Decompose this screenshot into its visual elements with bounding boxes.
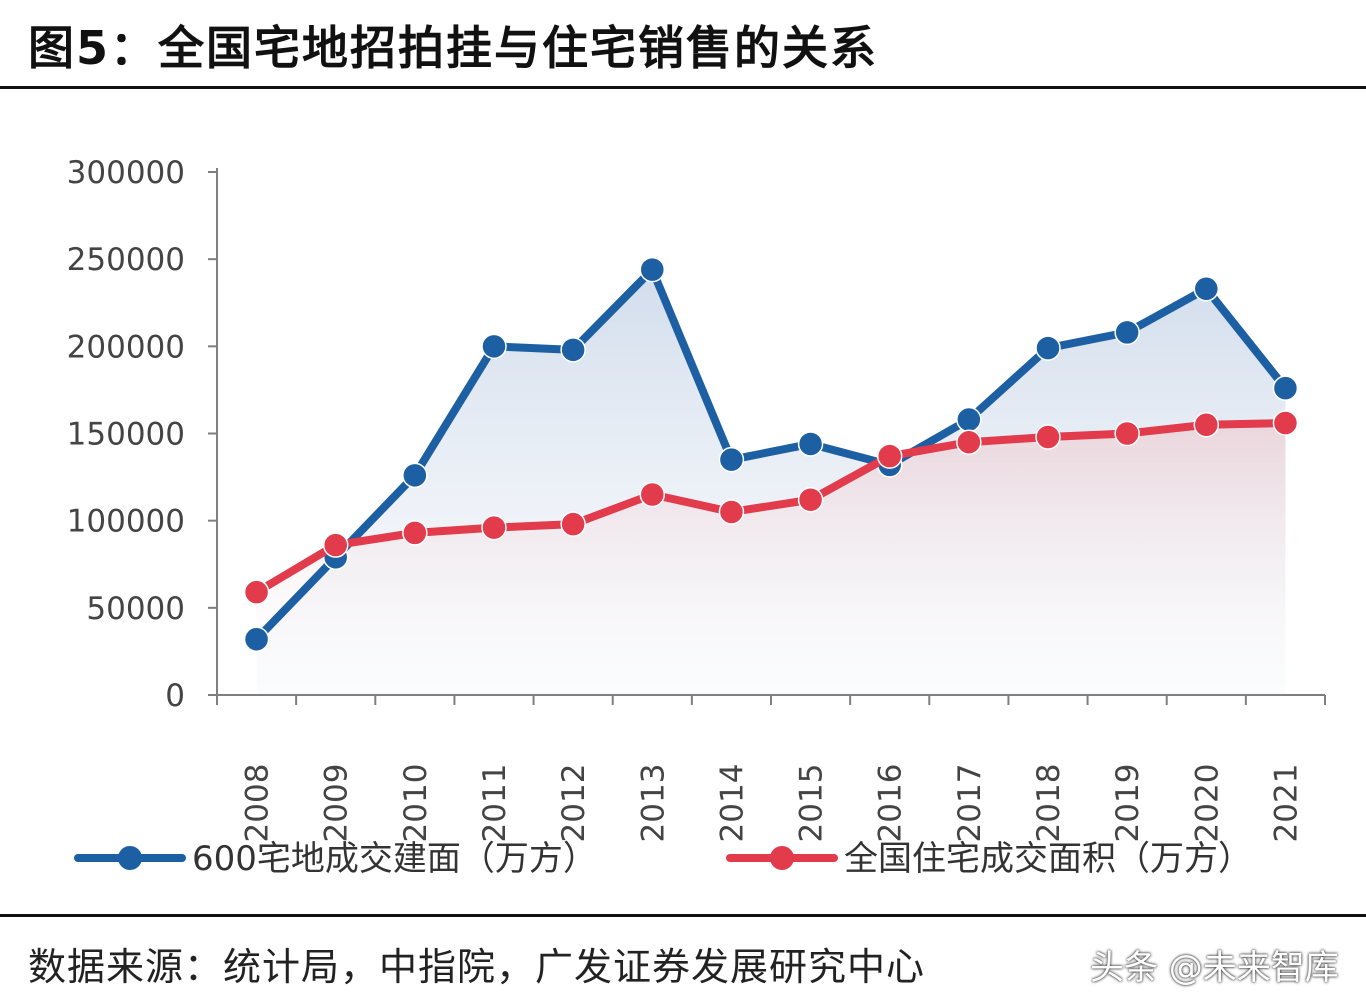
x-tick-label: 2013 (635, 764, 671, 843)
data-point-0 (402, 462, 428, 489)
y-tick-label: 0 (165, 678, 185, 714)
x-tick-label: 2018 (1031, 764, 1067, 843)
data-point-1 (639, 481, 666, 508)
data-point-1 (322, 532, 349, 558)
data-point-0 (1272, 375, 1299, 401)
figure-title: 图5：全国宅地招拍挂与住宅销售的关系 (28, 21, 879, 75)
data-point-0 (1193, 276, 1220, 302)
source-note: 数据来源：统计局，中指院，广发证券发展研究中心 (28, 945, 926, 989)
x-tick-label: 2021 (1268, 764, 1304, 843)
data-point-1 (560, 511, 586, 537)
data-point-0 (560, 337, 586, 363)
x-tick-label: 2011 (477, 764, 513, 843)
data-point-0 (1114, 319, 1140, 346)
data-point-1 (1035, 424, 1061, 450)
series-lines (243, 256, 1299, 652)
series-line-0 (252, 265, 1290, 644)
x-tick-label: 2016 (873, 764, 909, 843)
axes: 0 50000 100000 150000 200000 250000 300000 2008… (67, 155, 1326, 843)
area-fills (256, 269, 1286, 695)
legend: 600宅地成交建面（万方） 全国住宅成交面积（万方） (74, 839, 1252, 879)
legend-label-0: 600宅地成交建面（万方） (192, 839, 597, 879)
series-line-1 (252, 419, 1290, 597)
source-divider (0, 914, 1366, 917)
y-tick-label: 100000 (67, 504, 185, 540)
data-point-0 (639, 256, 666, 283)
x-tick-label: 2015 (794, 764, 830, 843)
data-point-0 (797, 431, 824, 457)
watermark: 头条 @未来智库 (1090, 948, 1339, 988)
x-tick-label: 2012 (556, 764, 592, 843)
data-point-0 (956, 406, 982, 433)
data-point-1 (718, 499, 745, 525)
x-tick-label: 2020 (1189, 764, 1225, 843)
data-point-1 (402, 520, 428, 546)
y-tick-label: 250000 (67, 242, 185, 278)
data-point-1 (1193, 412, 1220, 438)
data-point-0 (1035, 335, 1061, 361)
data-point-1 (876, 443, 903, 469)
x-tick-label: 2009 (319, 764, 355, 843)
x-tick-label: 2010 (398, 764, 434, 843)
legend-swatch-marker-1 (770, 846, 794, 870)
data-point-0 (718, 446, 745, 473)
y-tick-label: 200000 (67, 329, 185, 365)
y-tick-label: 150000 (67, 417, 185, 453)
line-chart: 0 50000 100000 150000 200000 250000 300000 2008… (67, 155, 1326, 879)
data-point-1 (481, 514, 507, 541)
data-point-1 (1114, 420, 1140, 447)
data-point-0 (481, 333, 507, 360)
x-tick-label: 2019 (1110, 764, 1146, 843)
x-tick-label: 2014 (714, 764, 750, 843)
data-point-0 (243, 626, 270, 652)
data-point-1 (797, 486, 824, 513)
data-point-1 (243, 579, 270, 605)
title-divider (0, 86, 1366, 89)
y-tick-label: 50000 (86, 591, 185, 627)
legend-swatch-marker-0 (118, 846, 142, 870)
data-point-1 (1272, 410, 1299, 436)
data-point-1 (956, 429, 982, 455)
legend-label-1: 全国住宅成交面积（万方） (844, 839, 1252, 879)
area-fill-1 (256, 423, 1286, 695)
x-tick-label: 2017 (952, 764, 988, 843)
y-tick-label: 300000 (67, 155, 185, 191)
x-tick-label: 2008 (240, 764, 276, 843)
